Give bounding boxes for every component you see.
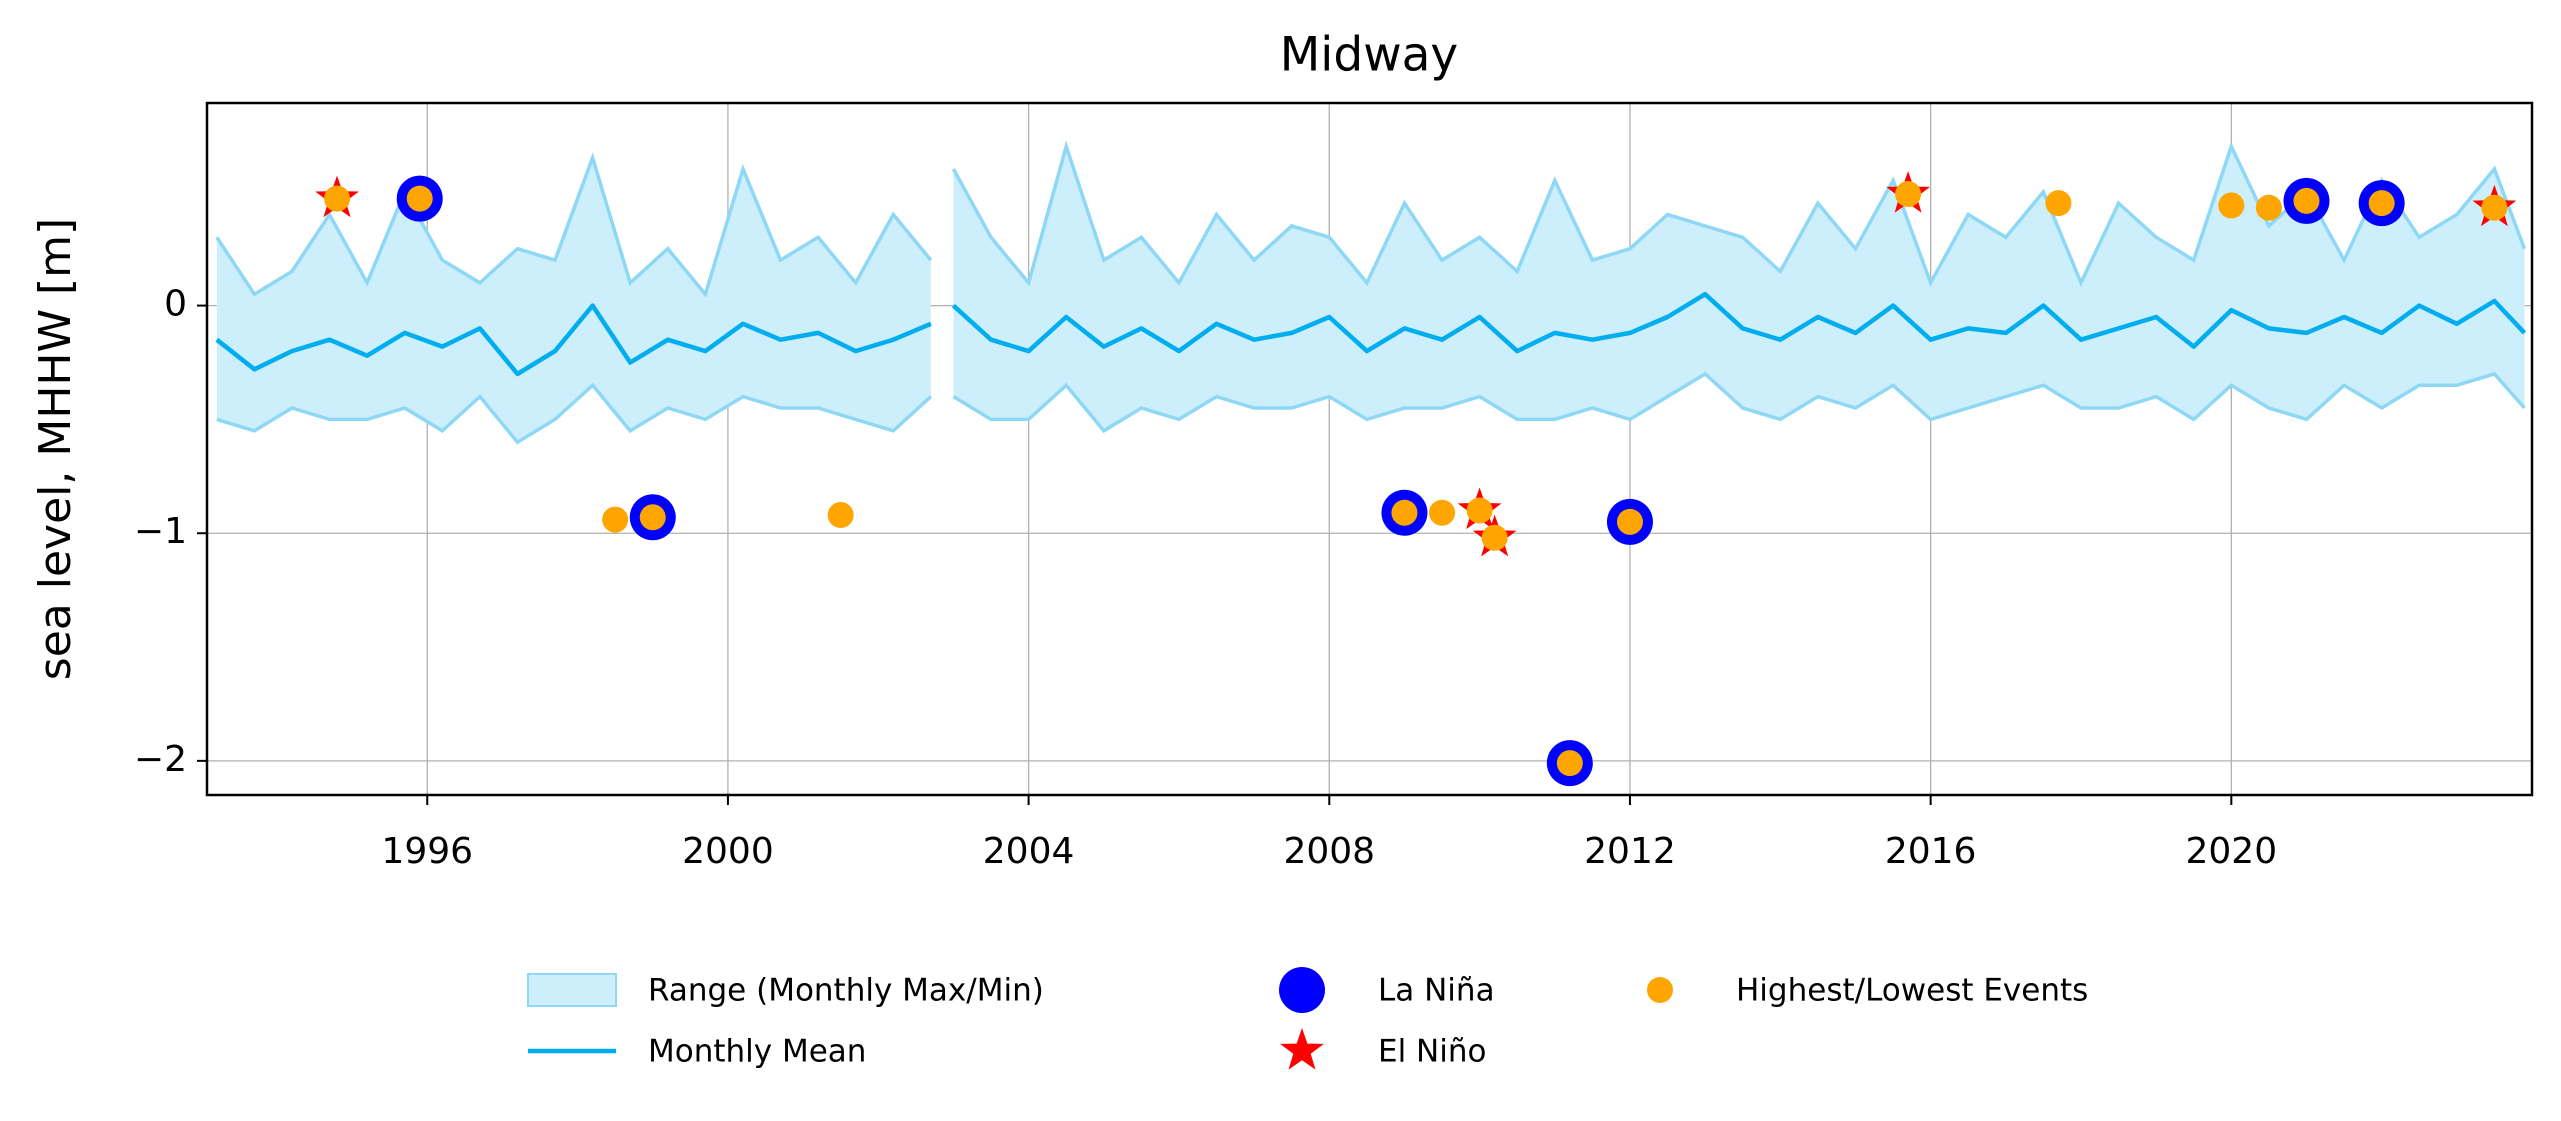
x-tick-label: 2020: [2186, 831, 2278, 872]
la-nina-marker: [1279, 967, 1325, 1013]
event-marker: [827, 502, 854, 529]
event-marker: [1429, 499, 1456, 526]
event-marker: [639, 504, 666, 531]
grid: [207, 103, 2532, 795]
legend-label: Highest/Lowest Events: [1736, 973, 2088, 1009]
event-marker: [2218, 192, 2245, 219]
legend: Range (Monthly Max/Min) Monthly Mean La Ni…: [527, 967, 2088, 1070]
x-tick-label: 1996: [381, 831, 473, 872]
mean-line: [215, 291, 2527, 377]
x-tick-label: 2000: [682, 831, 774, 872]
event-marker: [1895, 181, 1922, 208]
axes: 1996 2000 2004 2008 2012 2016 2020 −2 −1 0: [134, 284, 2277, 872]
x-tick-label: 2004: [983, 831, 1075, 872]
range-band: [216, 146, 2525, 443]
range-upper-line: [215, 140, 2527, 298]
event-marker: [1556, 750, 1583, 777]
event-marker: [1466, 497, 1493, 524]
event-marker: [1481, 524, 1508, 551]
y-tick-label: 0: [164, 284, 187, 325]
event-marker: [2045, 190, 2072, 217]
event-marker: [1391, 499, 1418, 526]
event-marker: [1616, 508, 1643, 535]
y-axis-label: sea level, MHHW [m]: [30, 218, 81, 680]
legend-label: Range (Monthly Max/Min): [648, 973, 1044, 1009]
range-lower-line: [216, 371, 2526, 445]
el-nino-marker: [1280, 1028, 1324, 1070]
plot-frame: [205, 101, 2534, 797]
plot-area: [215, 140, 2527, 445]
y-tick-label: −1: [134, 511, 187, 552]
legend-swatch: [527, 973, 617, 1007]
x-tick-label: 2008: [1283, 831, 1375, 872]
event-marker: [2368, 190, 2395, 217]
legend-label: Monthly Mean: [648, 1034, 866, 1070]
event-marker: [2255, 194, 2282, 221]
event-marker: [1647, 977, 1673, 1003]
event-marker: [602, 506, 629, 533]
event-marker: [324, 185, 351, 212]
y-tick-label: −2: [134, 739, 187, 780]
legend-label: El Niño: [1378, 1034, 1486, 1070]
event-marker: [406, 185, 433, 212]
x-tick-label: 2016: [1885, 831, 1977, 872]
event-marker: [2481, 194, 2508, 221]
legend-label: La Niña: [1378, 973, 1495, 1009]
chart-title: Midway: [1280, 28, 1459, 83]
x-tick-label: 2012: [1584, 831, 1676, 872]
event-marker: [2293, 187, 2320, 214]
